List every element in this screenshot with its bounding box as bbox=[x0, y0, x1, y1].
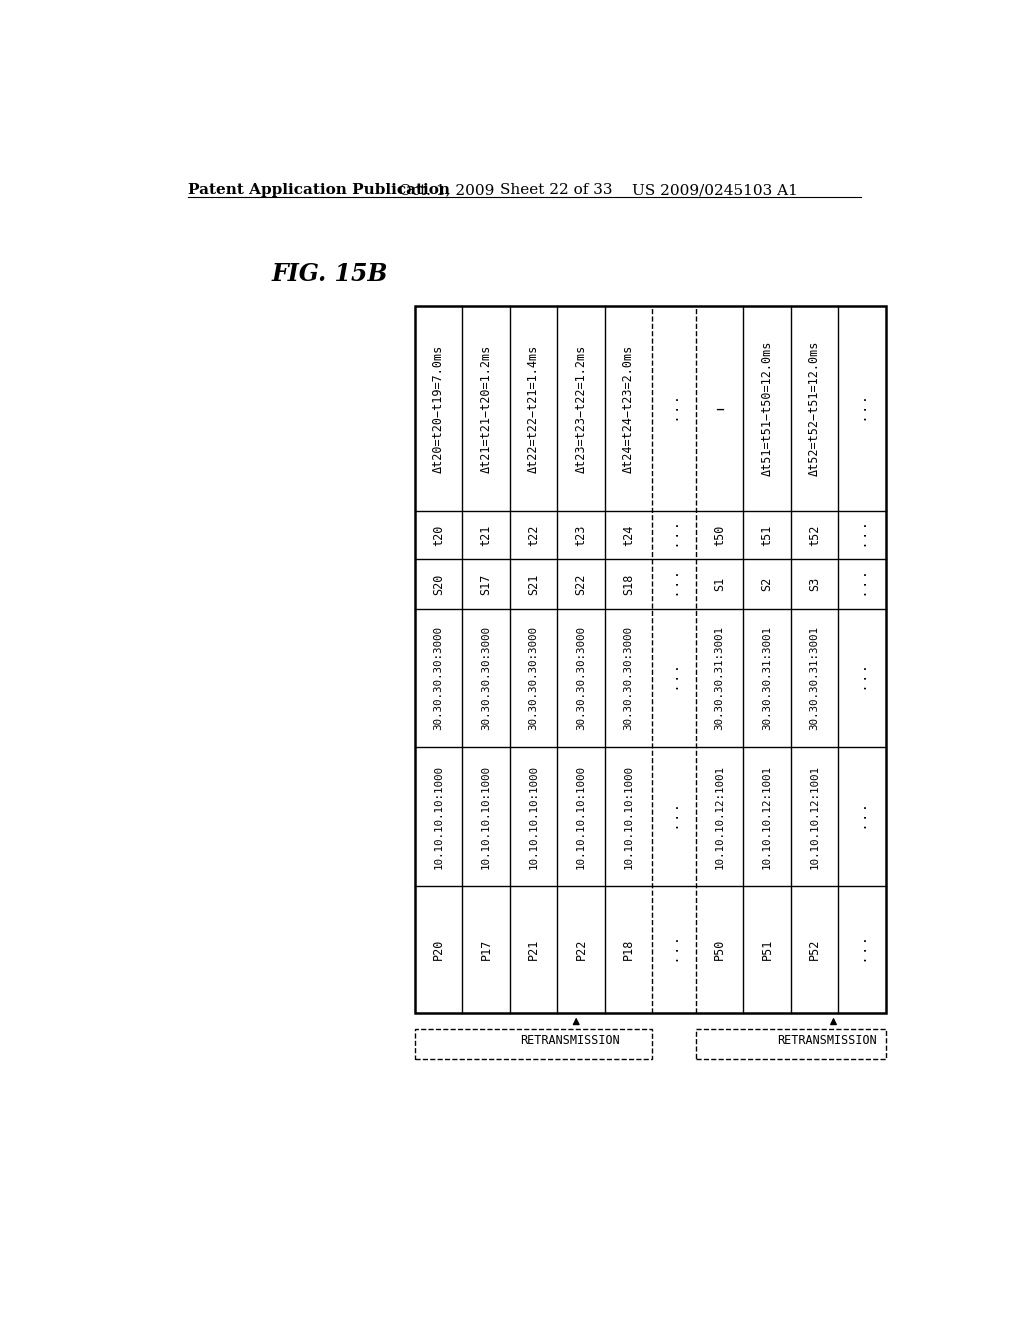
Text: S1: S1 bbox=[713, 577, 726, 591]
Text: P20: P20 bbox=[432, 939, 445, 960]
Text: t20: t20 bbox=[432, 524, 445, 545]
Text: 30.30.30.31:3001: 30.30.30.31:3001 bbox=[762, 626, 772, 730]
Text: Δt51=t51−t50=12.0ms: Δt51=t51−t50=12.0ms bbox=[761, 341, 773, 477]
Text: Patent Application Publication: Patent Application Publication bbox=[188, 183, 451, 197]
Text: P52: P52 bbox=[808, 939, 821, 960]
Text: Oct. 1, 2009: Oct. 1, 2009 bbox=[399, 183, 495, 197]
Text: S21: S21 bbox=[527, 573, 540, 594]
Text: RETRANSMISSION: RETRANSMISSION bbox=[777, 1034, 877, 1047]
Text: . . .: . . . bbox=[667, 396, 682, 421]
Text: t21: t21 bbox=[479, 524, 493, 545]
Text: 10.10.10.10:1000: 10.10.10.10:1000 bbox=[433, 764, 443, 869]
Text: 10.10.10.10:1000: 10.10.10.10:1000 bbox=[624, 764, 634, 869]
Bar bbox=[415, 1028, 652, 1059]
Text: FIG. 15B: FIG. 15B bbox=[271, 263, 388, 286]
Text: . . .: . . . bbox=[855, 667, 869, 690]
Text: P17: P17 bbox=[479, 939, 493, 960]
Text: 10.10.10.12:1001: 10.10.10.12:1001 bbox=[810, 764, 819, 869]
Text: 30.30.30.30:3000: 30.30.30.30:3000 bbox=[577, 626, 586, 730]
Text: S17: S17 bbox=[479, 573, 493, 594]
Text: Δt23=t23−t22=1.2ms: Δt23=t23−t22=1.2ms bbox=[574, 345, 588, 473]
Text: . . .: . . . bbox=[855, 805, 869, 829]
Bar bbox=[695, 1028, 886, 1059]
Text: t50: t50 bbox=[713, 524, 726, 545]
Text: 10.10.10.12:1001: 10.10.10.12:1001 bbox=[762, 764, 772, 869]
Text: 30.30.30.30:3000: 30.30.30.30:3000 bbox=[528, 626, 539, 730]
Text: Δt21=t21−t20=1.2ms: Δt21=t21−t20=1.2ms bbox=[479, 345, 493, 473]
Text: P21: P21 bbox=[527, 939, 540, 960]
Text: 30.30.30.31:3001: 30.30.30.31:3001 bbox=[715, 626, 725, 730]
Text: . . .: . . . bbox=[855, 523, 869, 546]
Text: 10.10.10.10:1000: 10.10.10.10:1000 bbox=[481, 764, 492, 869]
Text: . . .: . . . bbox=[855, 572, 869, 597]
Text: S20: S20 bbox=[432, 573, 445, 594]
Bar bbox=[415, 306, 886, 1014]
Text: t22: t22 bbox=[527, 524, 540, 545]
Text: Δt24=t24−t23=2.0ms: Δt24=t24−t23=2.0ms bbox=[623, 345, 635, 473]
Text: P22: P22 bbox=[574, 939, 588, 960]
Text: S3: S3 bbox=[808, 577, 821, 591]
Text: 10.10.10.12:1001: 10.10.10.12:1001 bbox=[715, 764, 725, 869]
Text: Sheet 22 of 33: Sheet 22 of 33 bbox=[500, 183, 612, 197]
Text: t24: t24 bbox=[623, 524, 635, 545]
Text: RETRANSMISSION: RETRANSMISSION bbox=[519, 1034, 620, 1047]
Text: . . .: . . . bbox=[667, 937, 682, 962]
Text: . . .: . . . bbox=[855, 396, 869, 421]
Text: t51: t51 bbox=[761, 524, 773, 545]
Text: –: – bbox=[715, 400, 724, 417]
Text: . . .: . . . bbox=[667, 523, 682, 546]
Text: Δt22=t22−t21=1.4ms: Δt22=t22−t21=1.4ms bbox=[527, 345, 540, 473]
Text: US 2009/0245103 A1: US 2009/0245103 A1 bbox=[632, 183, 798, 197]
Text: t52: t52 bbox=[808, 524, 821, 545]
Text: 30.30.30.30:3000: 30.30.30.30:3000 bbox=[433, 626, 443, 730]
Text: t23: t23 bbox=[574, 524, 588, 545]
Text: 30.30.30.31:3001: 30.30.30.31:3001 bbox=[810, 626, 819, 730]
Text: . . .: . . . bbox=[667, 572, 682, 597]
Text: S18: S18 bbox=[623, 573, 635, 594]
Text: S2: S2 bbox=[761, 577, 773, 591]
Text: P18: P18 bbox=[623, 939, 635, 960]
Text: Δt20=t20−t19=7.0ms: Δt20=t20−t19=7.0ms bbox=[432, 345, 445, 473]
Text: S22: S22 bbox=[574, 573, 588, 594]
Text: P50: P50 bbox=[713, 939, 726, 960]
Text: . . .: . . . bbox=[667, 667, 682, 690]
Text: 30.30.30.30:3000: 30.30.30.30:3000 bbox=[624, 626, 634, 730]
Text: . . .: . . . bbox=[855, 937, 869, 962]
Text: 10.10.10.10:1000: 10.10.10.10:1000 bbox=[528, 764, 539, 869]
Text: P51: P51 bbox=[761, 939, 773, 960]
Text: 30.30.30.30:3000: 30.30.30.30:3000 bbox=[481, 626, 492, 730]
Text: 10.10.10.10:1000: 10.10.10.10:1000 bbox=[577, 764, 586, 869]
Text: . . .: . . . bbox=[667, 805, 682, 829]
Text: Δt52=t52−t51=12.0ms: Δt52=t52−t51=12.0ms bbox=[808, 341, 821, 477]
